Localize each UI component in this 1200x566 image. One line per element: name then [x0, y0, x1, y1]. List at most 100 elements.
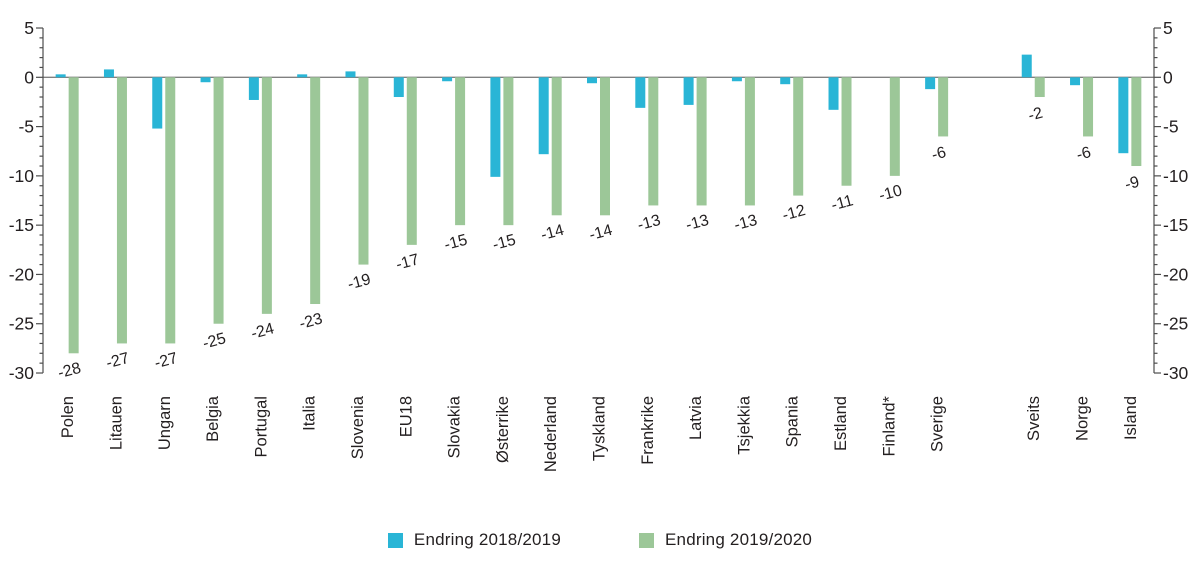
y-axis-left-tick-label: -5: [18, 117, 34, 137]
bar-endring-2019-2020-portugal: [261, 77, 272, 314]
x-axis-category-label: Slovakia: [446, 395, 464, 458]
bar-endring-2018-2019-island: [1118, 77, 1129, 154]
bar-endring-2019-2020-latvia: [696, 77, 707, 206]
x-axis-category-label: Norge: [1074, 396, 1092, 441]
bar-endring-2019-2020-sverige: [938, 77, 949, 137]
bar-endring-2019-2020-estland: [841, 77, 852, 186]
x-axis-category-label: Estland: [832, 396, 850, 451]
x-axis-category-label: Nederland: [542, 396, 560, 472]
bar-endring-2018-2019-tyskland: [587, 77, 597, 84]
bar-endring-2019-2020-ungarn: [165, 77, 176, 344]
bar-endring-2019-2020-litauen: [116, 77, 127, 344]
bar-value-label: -9: [1123, 174, 1141, 194]
bar-value-label: -14: [587, 222, 614, 244]
x-axis-category-label: Polen: [59, 396, 77, 438]
legend-label: Endring 2018/2019: [413, 530, 561, 549]
bar-endring-2018-2019-frankrike: [635, 77, 646, 108]
bar-endring-2018-2019-sveits: [1021, 54, 1032, 78]
x-axis-category-label: EU18: [397, 396, 415, 437]
bar-endring-2019-2020-tyskland: [600, 77, 610, 216]
bar-endring-2018-2019-estland: [828, 77, 839, 110]
bar-value-label: -27: [104, 350, 131, 372]
bar-value-label: -23: [298, 310, 325, 332]
bar-endring-2019-2020-italia: [310, 77, 321, 305]
bar-endring-2019-2020-østerrike: [503, 77, 514, 226]
x-axis-category-label: Slovenia: [349, 395, 367, 459]
x-axis-category-label: Tyskland: [591, 396, 609, 461]
bar-value-label: -13: [636, 212, 663, 234]
x-axis-category-label: Portugal: [252, 396, 270, 457]
legend-swatch-2018-2019: [387, 532, 403, 548]
bar-value-label: -25: [201, 330, 228, 352]
y-axis-right-tick-label: -15: [1163, 215, 1188, 235]
bar-endring-2018-2019-ungarn: [152, 77, 163, 129]
x-axis-category-label: Frankrike: [639, 396, 657, 465]
legend-label: Endring 2019/2020: [665, 530, 813, 549]
x-axis-category-label: Belgia: [204, 395, 222, 442]
bar-value-label: -11: [830, 192, 856, 214]
x-axis-category-label: Ungarn: [156, 396, 174, 450]
bar-value-label: -10: [877, 182, 904, 204]
bar-value-label: -17: [394, 251, 421, 273]
bar-endring-2018-2019-litauen: [103, 69, 114, 78]
x-axis-category-label: Italia: [301, 395, 319, 431]
y-axis-right-tick-label: -30: [1163, 363, 1189, 383]
bar-endring-2018-2019-sverige: [925, 77, 936, 90]
y-axis-left-tick-label: -25: [9, 314, 34, 334]
bar-endring-2019-2020-finland: [889, 77, 900, 176]
x-axis-category-label: Latvia: [687, 395, 705, 440]
bar-endring-2018-2019-polen: [55, 74, 66, 78]
bar-value-label: -13: [684, 212, 711, 234]
y-axis-right-tick-label: -25: [1163, 314, 1188, 334]
legend-item-2019-2020: Endring 2019/2020: [639, 530, 812, 550]
bar-endring-2019-2020-polen: [68, 77, 79, 354]
bar-endring-2019-2020-slovenia: [358, 77, 369, 265]
x-axis-category-label: Sverige: [929, 396, 947, 452]
bar-endring-2018-2019-belgia: [200, 77, 211, 83]
bar-endring-2019-2020-island: [1131, 77, 1142, 167]
y-axis-left-tick-label: 0: [24, 67, 34, 87]
bar-endring-2018-2019-italia: [297, 74, 308, 78]
y-axis-left-tick-label: -15: [9, 215, 34, 235]
x-axis-category-label: Tsjekkia: [735, 395, 753, 455]
y-axis-left-tick-label: -10: [9, 166, 35, 186]
bar-value-label: -28: [56, 360, 83, 382]
y-axis-right-tick-label: -10: [1163, 166, 1189, 186]
bar-value-label: -12: [781, 202, 808, 224]
chart-legend: Endring 2018/2019 Endring 2019/2020: [0, 526, 1200, 554]
x-axis-category-label: Island: [1122, 396, 1140, 440]
bar-endring-2019-2020-slovakia: [455, 77, 466, 226]
bar-endring-2019-2020-eu18: [406, 77, 417, 245]
y-axis-right-tick-label: 5: [1163, 18, 1173, 38]
legend-swatch-2019-2020: [639, 532, 654, 548]
bar-endring-2018-2019-slovakia: [442, 77, 453, 82]
bar-endring-2019-2020-belgia: [213, 77, 224, 324]
bar-endring-2018-2019-nederland: [538, 77, 549, 155]
y-axis-left-tick-label: -20: [9, 264, 35, 284]
bar-value-label: -15: [491, 232, 518, 254]
bar-endring-2019-2020-spania: [793, 77, 804, 196]
bar-endring-2019-2020-nederland: [551, 77, 562, 216]
bar-value-label: -27: [153, 350, 180, 372]
x-axis-category-label: Sveits: [1025, 396, 1043, 441]
bar-endring-2018-2019-eu18: [393, 77, 404, 98]
bar-value-label: -19: [346, 271, 373, 293]
bar-value-label: -14: [539, 222, 566, 244]
bar-endring-2018-2019-latvia: [683, 77, 694, 105]
x-axis-category-label: Finland*: [880, 395, 898, 456]
bar-endring-2018-2019-slovenia: [345, 71, 356, 78]
bar-endring-2019-2020-frankrike: [648, 77, 659, 206]
bar-value-label: -2: [1026, 105, 1044, 125]
bar-value-label: -15: [443, 232, 470, 254]
bar-value-label: -6: [1075, 144, 1093, 164]
bar-endring-2018-2019-østerrike: [490, 77, 501, 177]
bar-value-label: -6: [930, 144, 948, 164]
bar-endring-2018-2019-norge: [1070, 77, 1081, 86]
bar-endring-2019-2020-tsjekkia: [744, 77, 755, 206]
x-axis-category-label: Spania: [784, 395, 802, 447]
bar-endring-2018-2019-tsjekkia: [731, 77, 742, 82]
y-axis-right-tick-label: 0: [1163, 67, 1173, 87]
bar-endring-2018-2019-portugal: [248, 77, 259, 100]
